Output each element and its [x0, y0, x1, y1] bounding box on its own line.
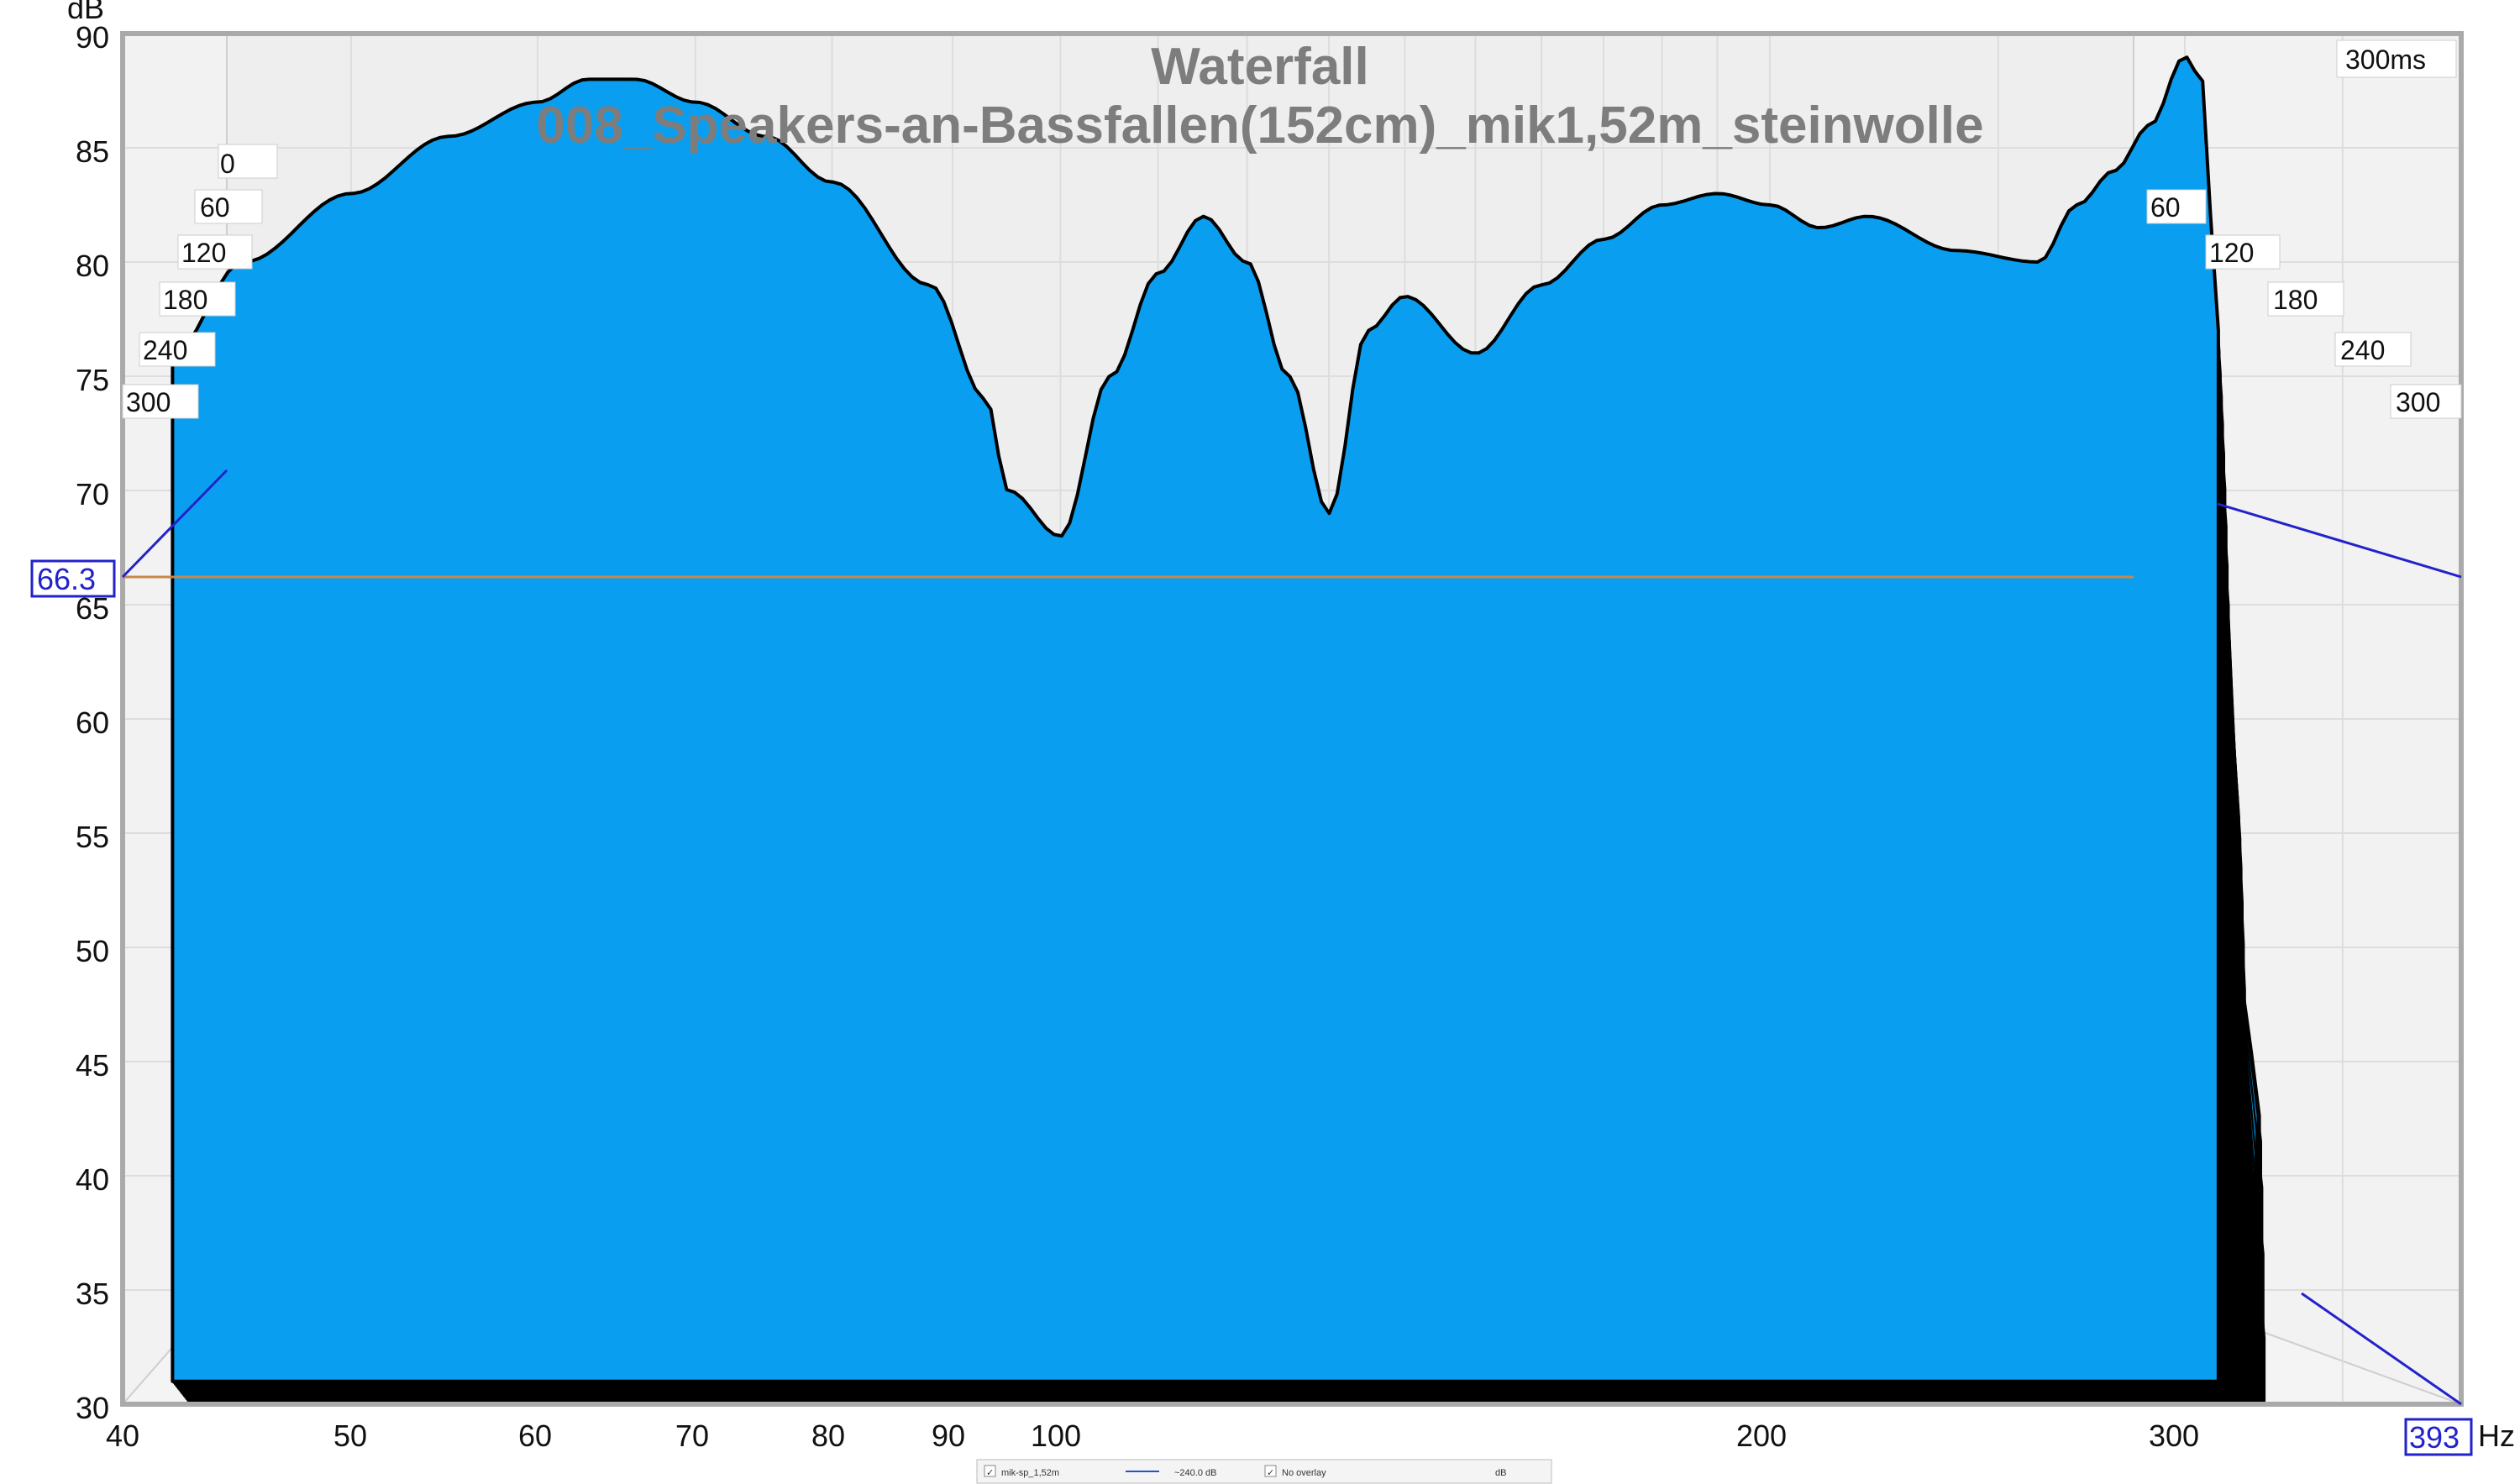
time-tick-label: 60 — [200, 192, 230, 223]
x-axis-unit: Hz — [2478, 1418, 2515, 1453]
y-tick-label: 70 — [76, 477, 109, 511]
cursor-hz-line — [2301, 1292, 2462, 1406]
time-tick-label: 300 — [126, 387, 171, 417]
y-tick-label: 80 — [76, 249, 109, 283]
y-tick-label: 85 — [76, 134, 109, 169]
decay-slice — [171, 55, 2220, 1383]
trace-name: mik-sp_1,52m — [1001, 1468, 1059, 1478]
x-tick-label: 50 — [333, 1418, 367, 1453]
chart-title: Waterfall — [1151, 38, 1369, 96]
time-tick-label: 300 — [2396, 387, 2440, 417]
x-tick-label: 40 — [106, 1418, 139, 1453]
x-tick-label: 90 — [932, 1418, 965, 1453]
overlay-checkbox[interactable] — [1264, 1465, 1277, 1477]
trace-value: ~240.0 dB — [1174, 1468, 1216, 1478]
legend-unit: dB — [1495, 1468, 1506, 1478]
x-axis: 40 50 60 70 80 90 100 200 300 — [106, 1418, 2199, 1453]
time-tick-label: 180 — [163, 285, 207, 315]
x-tick-label: 80 — [811, 1418, 845, 1453]
x-tick-label: 100 — [1031, 1418, 1081, 1453]
waterfall-slices — [171, 55, 2266, 1406]
time-tick-label: 0 — [220, 149, 235, 179]
y-axis-unit: dB — [67, 0, 104, 25]
cursor-db-readout-box[interactable] — [30, 559, 116, 598]
y-tick-label: 55 — [76, 820, 109, 854]
trace-checkbox[interactable] — [984, 1465, 996, 1477]
chart-subtitle: 008_Speakers-an-Bassfallen(152cm)_mik1,5… — [536, 97, 1983, 155]
cursor-hz-readout-box[interactable] — [2404, 1418, 2473, 1456]
overlay-label: No overlay — [1282, 1468, 1326, 1478]
x-tick-label: 60 — [518, 1418, 552, 1453]
y-tick-label: 50 — [76, 934, 109, 968]
time-tick-label: 240 — [143, 335, 187, 365]
y-tick-label: 35 — [76, 1277, 109, 1311]
cursor-right-line — [2217, 502, 2462, 579]
cursor-db-readout: 66.3 — [37, 562, 96, 596]
time-axis-label: 300ms — [2345, 45, 2426, 75]
time-axis-left: 0 60 120 180 240 300 — [122, 144, 278, 419]
time-tick-label: 180 — [2273, 285, 2318, 315]
time-axis-right: 60 120 180 240 300 300ms — [2146, 39, 2462, 419]
y-tick-label: 45 — [76, 1048, 109, 1083]
legend-bar: ✓ mik-sp_1,52m ~240.0 dB ✓ No overlay dB — [976, 1459, 1552, 1484]
y-tick-label: 75 — [76, 363, 109, 397]
x-tick-label: 200 — [1736, 1418, 1787, 1453]
y-tick-label: 90 — [76, 20, 109, 55]
plot-frame — [120, 31, 2464, 1407]
time-tick-label: 120 — [2209, 238, 2254, 268]
y-axis: 90 85 80 75 70 65 60 55 50 45 40 35 30 — [76, 20, 109, 1425]
time-tick-label: 120 — [181, 238, 226, 268]
overlay-checkbox-mark: ✓ — [1267, 1468, 1274, 1478]
y-tick-label: 60 — [76, 705, 109, 740]
trace-checkbox-mark: ✓ — [986, 1468, 994, 1478]
time-tick-label: 240 — [2340, 335, 2385, 365]
time-tick-label: 60 — [2150, 192, 2181, 223]
cursor-back-line — [121, 469, 228, 579]
y-tick-label: 40 — [76, 1162, 109, 1197]
x-tick-label: 300 — [2149, 1418, 2199, 1453]
cursor-hz-readout: 393 — [2409, 1420, 2460, 1455]
y-tick-label: 30 — [76, 1391, 109, 1425]
x-tick-label: 70 — [675, 1418, 709, 1453]
